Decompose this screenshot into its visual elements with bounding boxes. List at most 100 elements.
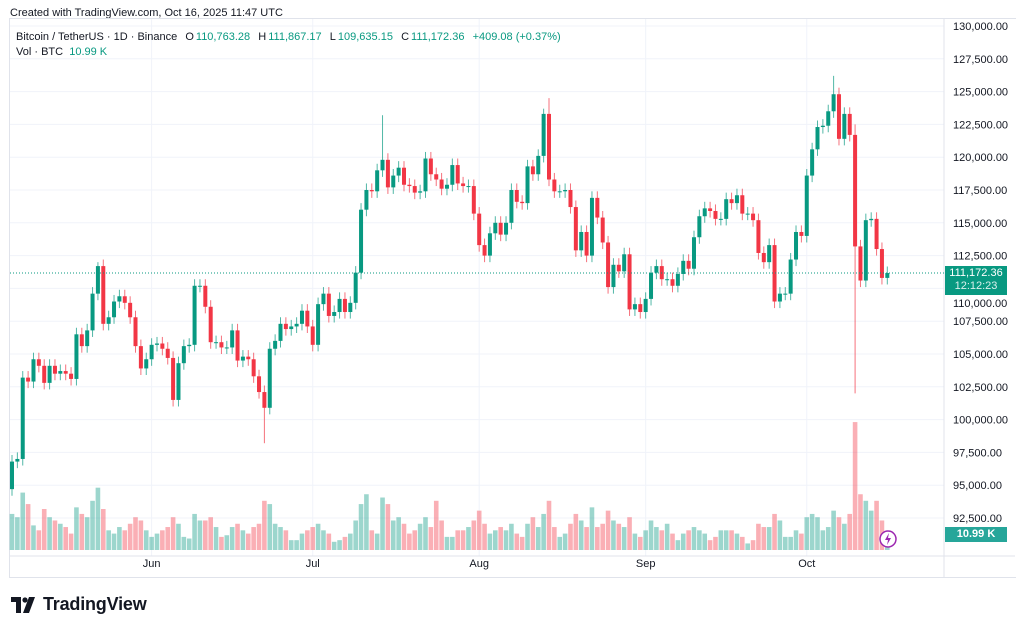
candle-body	[402, 167, 407, 185]
volume-bar	[707, 540, 713, 550]
volume-bar	[552, 527, 557, 550]
volume-bar	[186, 538, 192, 550]
volume-bar	[331, 541, 337, 550]
volume-bar	[450, 536, 455, 550]
candle-body	[128, 302, 133, 318]
volume-bar	[595, 527, 600, 550]
volume-label[interactable]: Vol · BTC	[16, 46, 64, 58]
volume-bar	[68, 533, 74, 550]
volume-bar	[466, 527, 471, 550]
volume-bar	[654, 527, 659, 550]
volume-bar	[697, 530, 702, 550]
volume-bar	[782, 536, 788, 550]
candle-body	[761, 252, 766, 263]
volume-bar	[691, 527, 697, 550]
close-label: C	[401, 31, 410, 43]
volume-bar	[122, 530, 128, 550]
candle-body	[477, 213, 482, 246]
volume-bar	[117, 527, 122, 550]
volume-bar	[272, 523, 278, 550]
candle-body	[788, 259, 793, 294]
candle-body	[278, 323, 283, 341]
volume-bar	[616, 523, 622, 550]
candle-body	[450, 165, 455, 185]
candle-body	[375, 170, 380, 192]
volume-bar	[820, 530, 826, 550]
candle-body	[192, 285, 197, 345]
candle-body	[461, 183, 466, 187]
volume-bar	[267, 504, 273, 550]
volume-bar	[203, 520, 208, 550]
candle-body	[794, 231, 799, 260]
candle-body	[47, 365, 52, 383]
open-label: O	[185, 31, 194, 43]
volume-bar	[568, 523, 573, 550]
volume-bar	[825, 527, 831, 550]
volume-bar	[321, 530, 326, 550]
price-axis-label: 100,000.00	[953, 415, 1008, 427]
volume-bar	[31, 525, 36, 550]
volume-bar	[84, 517, 90, 550]
candle-body	[879, 249, 884, 278]
volume-bar	[390, 520, 396, 550]
volume-bar	[745, 543, 750, 550]
candle-body	[670, 279, 675, 286]
candle-body	[267, 348, 272, 408]
candle-body	[455, 165, 460, 184]
price-axis-label: 115,000.00	[953, 218, 1007, 230]
candle-body	[530, 166, 535, 175]
candle-body	[643, 298, 648, 313]
candle-body	[230, 330, 235, 348]
volume-bar	[621, 527, 627, 550]
volume-bar	[245, 533, 251, 550]
candle-body	[197, 285, 202, 287]
candle-body	[439, 179, 444, 189]
candle-body	[85, 330, 90, 347]
candle-body	[342, 298, 347, 313]
volume-bar	[664, 523, 670, 550]
current-price: 111,172.36	[949, 267, 1003, 279]
volume-bar	[138, 520, 144, 550]
candle-body	[514, 190, 519, 202]
candle-body	[595, 197, 600, 218]
volume-bar	[423, 517, 428, 550]
volume-bar	[632, 533, 638, 550]
candle-body	[160, 343, 165, 349]
volume-bar	[637, 536, 643, 550]
volume-bar	[74, 507, 79, 550]
volume-bar	[562, 533, 568, 550]
candle-body	[885, 273, 890, 278]
candle-body	[810, 149, 815, 176]
symbol-label[interactable]: Bitcoin / TetherUS · 1D · Binance	[16, 31, 178, 43]
volume-bar	[858, 494, 863, 550]
candle-body	[396, 167, 401, 176]
candle-body	[820, 125, 825, 128]
volume-bar	[686, 530, 691, 550]
candle-body	[847, 113, 852, 135]
candle-body	[214, 342, 219, 344]
volume-bar	[315, 523, 321, 550]
candle-body	[359, 209, 364, 273]
volume-bar	[756, 523, 761, 550]
volume-bar	[675, 540, 681, 550]
volume-bar	[111, 533, 117, 550]
candle-body	[589, 197, 594, 256]
candle-body	[380, 159, 385, 171]
volume-bar	[219, 536, 224, 550]
candle-body	[756, 220, 761, 253]
tradingview-logo[interactable]: TradingView	[11, 594, 147, 615]
volume-bar	[847, 513, 853, 550]
candle-body	[42, 365, 47, 383]
volume-bar	[804, 517, 810, 550]
candle-body	[299, 310, 304, 324]
price-axis-label: 130,000.00	[953, 21, 1008, 33]
candle-body	[858, 246, 863, 281]
candle-body	[622, 254, 627, 272]
candle-body	[337, 298, 342, 313]
price-axis-label: 127,500.00	[953, 54, 1008, 66]
candle-body	[547, 113, 551, 180]
volume-bar	[305, 530, 310, 550]
volume-bar	[326, 533, 332, 550]
low-value: 109,635.15	[337, 31, 393, 43]
